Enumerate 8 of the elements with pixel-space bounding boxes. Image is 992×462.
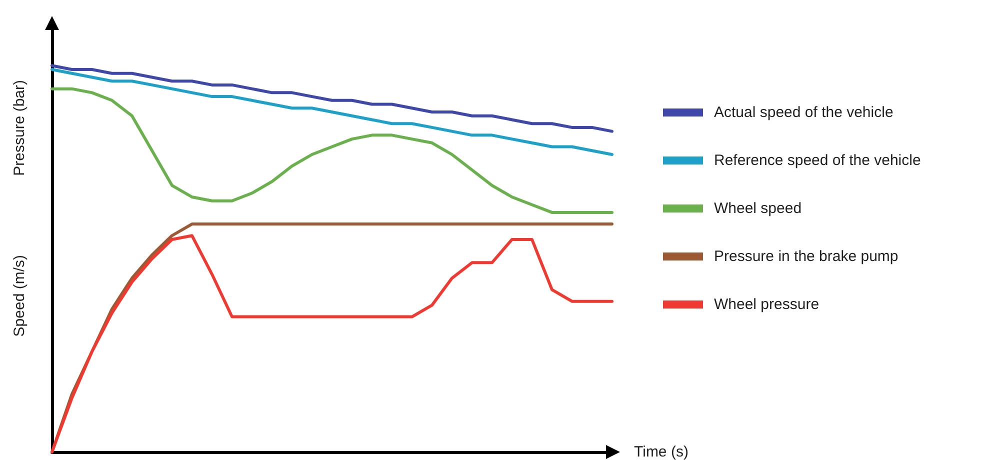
legend-label: Pressure in the brake pump bbox=[714, 248, 898, 265]
legend-label: Actual speed of the vehicle bbox=[714, 104, 894, 121]
legend-label: Wheel speed bbox=[714, 200, 802, 217]
y-axis-title: Speed (m/s) bbox=[11, 254, 28, 337]
legend-label: Reference speed of the vehicle bbox=[714, 152, 921, 169]
text: Pressure (bar) bbox=[11, 80, 28, 176]
legend-label: Wheel pressure bbox=[714, 296, 820, 313]
x-axis-title: Time (s) bbox=[634, 444, 688, 460]
